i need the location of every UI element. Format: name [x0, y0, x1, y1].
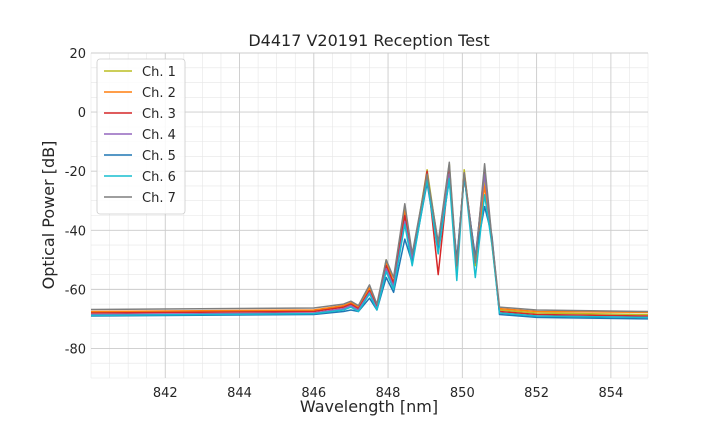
y-tick-label: -20	[65, 165, 86, 180]
legend-label-1: Ch. 1	[142, 65, 176, 80]
y-axis: -80 -60 -40 -20 0 20	[65, 47, 86, 357]
y-tick-label: -60	[65, 283, 86, 298]
series-group	[91, 161, 648, 320]
x-axis: 842 844 846 848 850 852 854	[153, 386, 623, 401]
y-tick-label: -80	[65, 342, 86, 357]
x-tick-label: 846	[301, 386, 326, 401]
legend-label-2: Ch. 2	[142, 86, 176, 101]
x-axis-label: Wavelength [nm]	[300, 397, 438, 416]
legend: Ch. 1 Ch. 2 Ch. 3 Ch. 4 Ch. 5 Ch. 6 Ch. 7	[96, 58, 186, 215]
y-tick-label: 20	[69, 47, 86, 62]
series-line-7	[91, 161, 648, 313]
x-tick-label: 848	[376, 386, 401, 401]
legend-label-3: Ch. 3	[142, 107, 176, 122]
x-tick-label: 852	[524, 386, 549, 401]
x-tick-label: 850	[450, 386, 475, 401]
y-axis-label: Optical Power [dB]	[39, 141, 58, 290]
legend-label-5: Ch. 5	[142, 149, 176, 164]
legend-label-6: Ch. 6	[142, 170, 176, 185]
x-tick-label: 844	[227, 386, 252, 401]
y-tick-label: -40	[65, 224, 86, 239]
chart-title: D4417 V20191 Reception Test	[248, 31, 489, 50]
legend-label-4: Ch. 4	[142, 128, 176, 143]
y-tick-label: 0	[78, 106, 86, 121]
legend-label-7: Ch. 7	[142, 191, 176, 206]
x-tick-label: 842	[153, 386, 178, 401]
series-line-6	[91, 173, 648, 319]
x-tick-label: 854	[598, 386, 623, 401]
